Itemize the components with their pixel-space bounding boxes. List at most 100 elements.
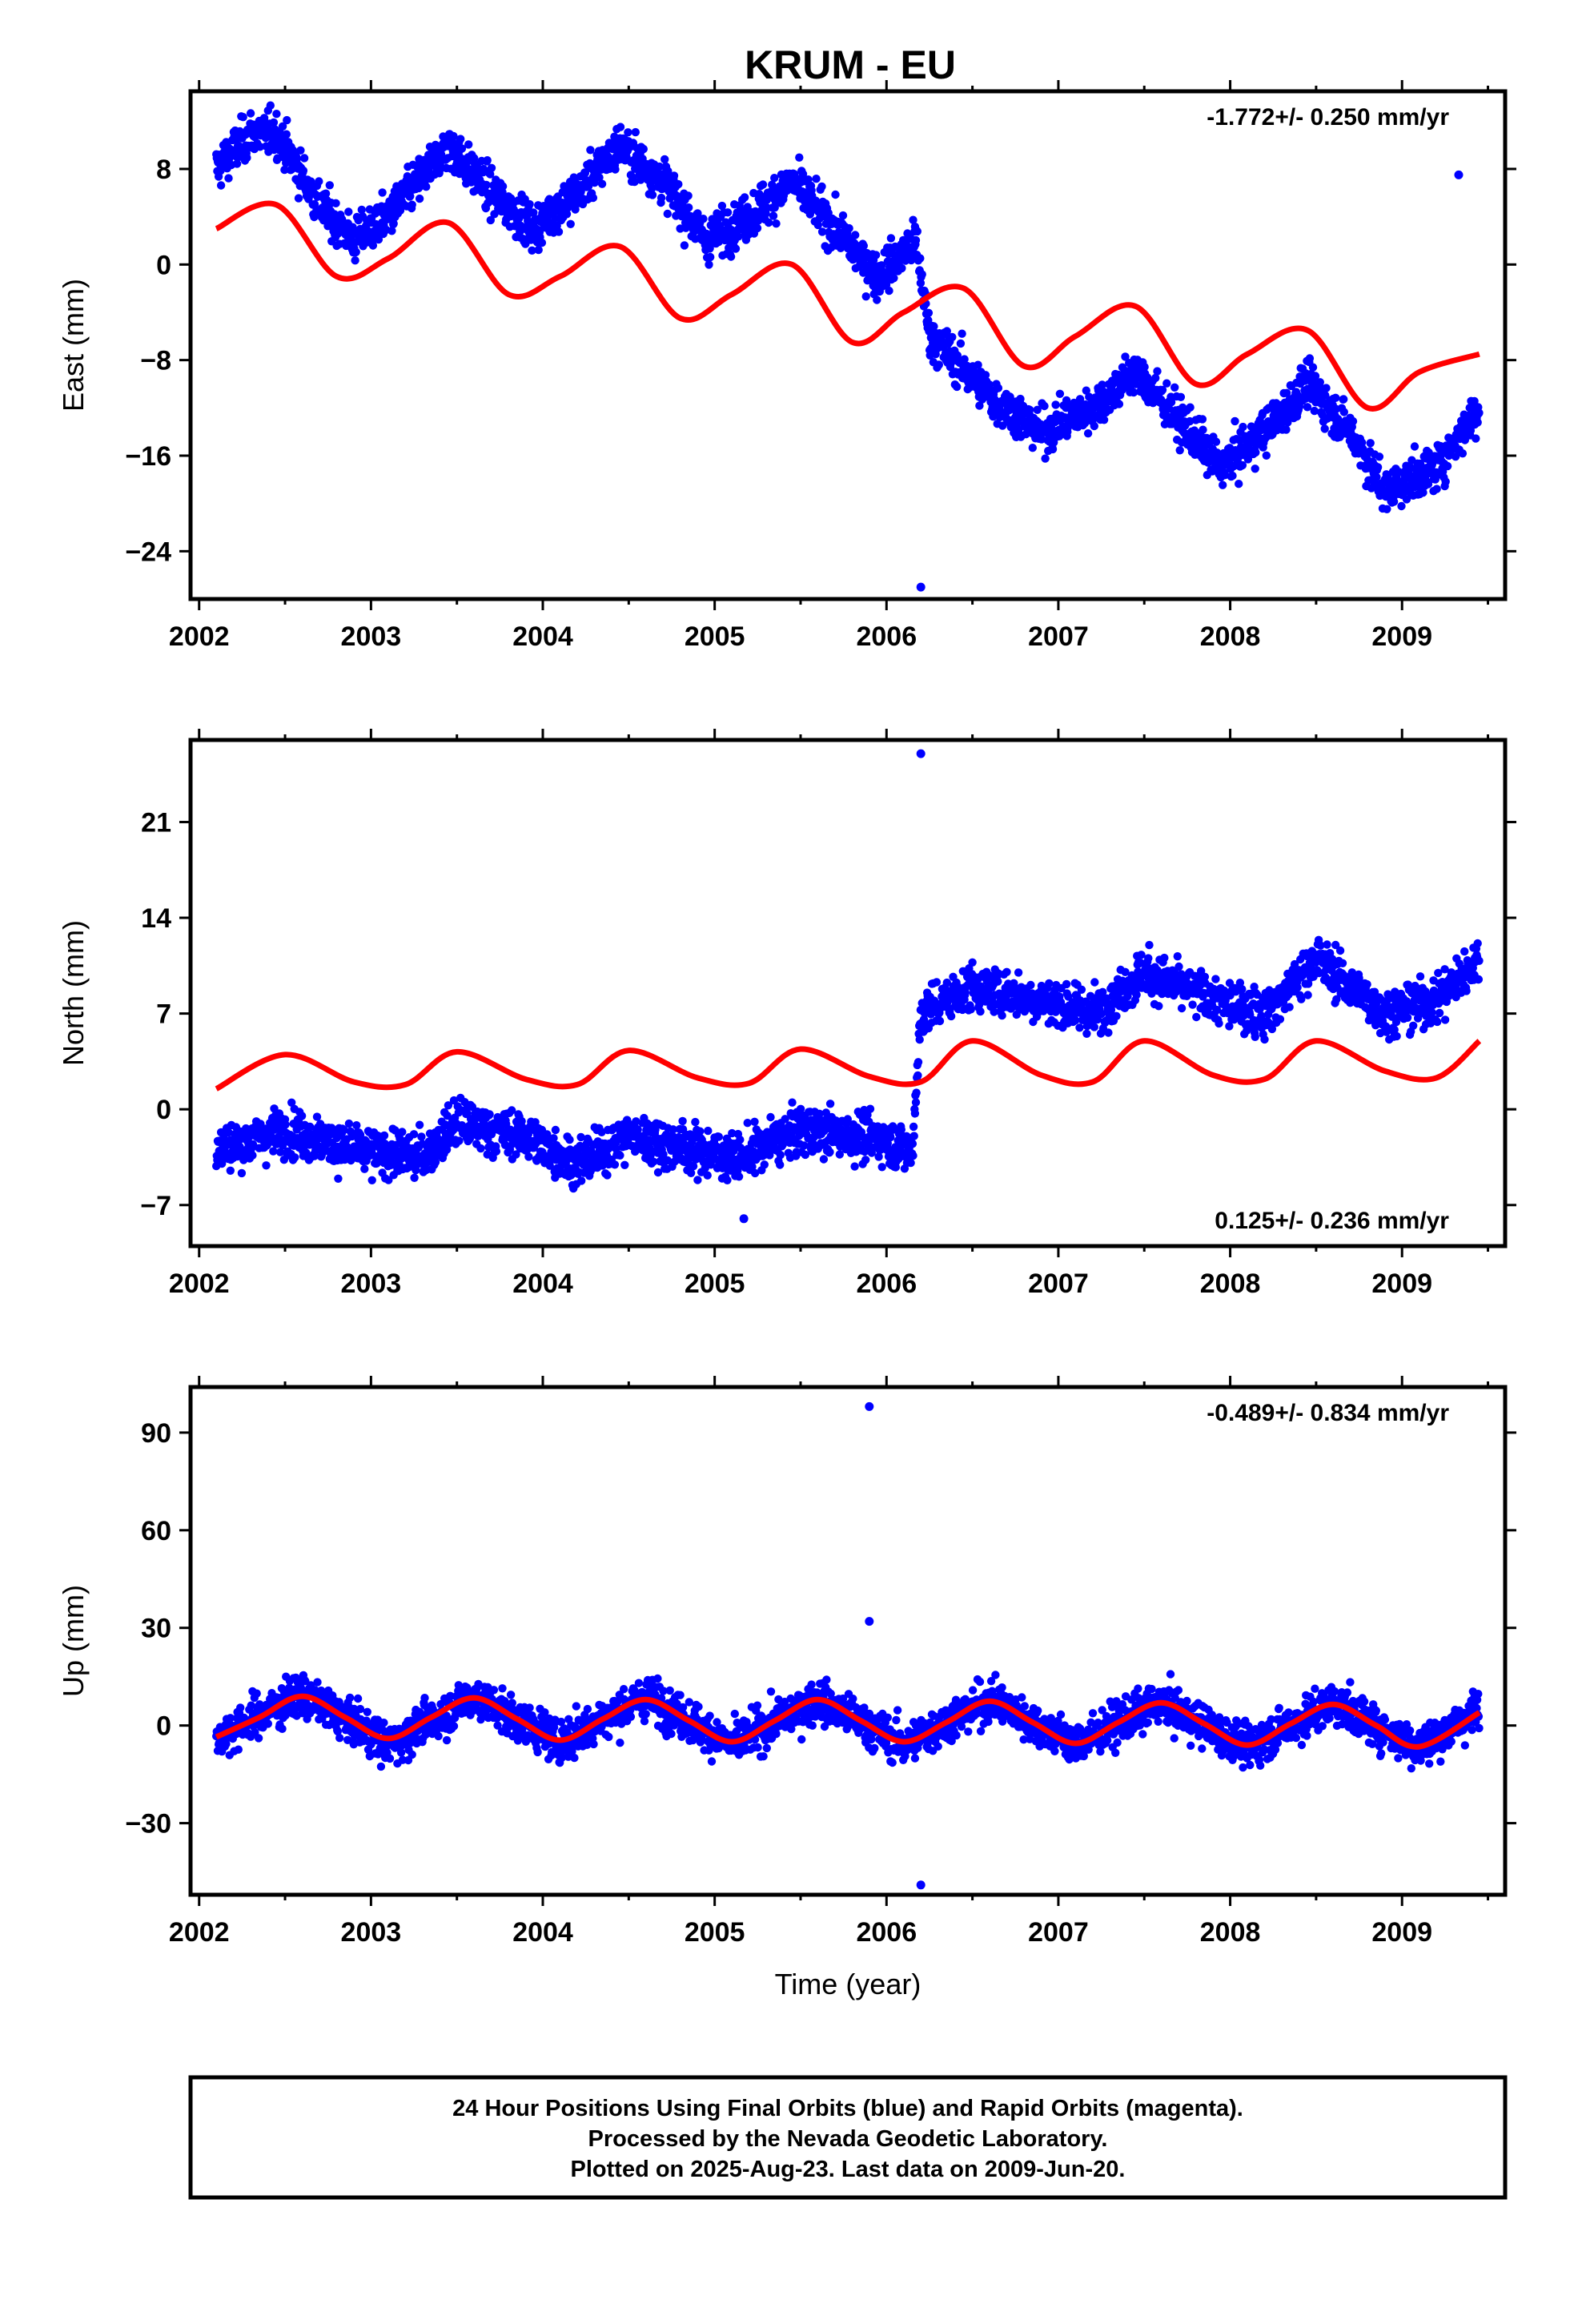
data-point	[269, 118, 279, 127]
data-point	[911, 1098, 921, 1107]
data-point	[942, 327, 952, 336]
data-point	[663, 209, 672, 219]
data-point	[1112, 1011, 1121, 1021]
data-point	[1212, 1005, 1222, 1015]
data-point	[916, 254, 925, 263]
data-point	[443, 1112, 452, 1120]
data-point	[456, 135, 465, 143]
data-point	[889, 1125, 898, 1134]
data-point	[1048, 444, 1058, 454]
y-tick-label: −8	[140, 346, 171, 376]
data-point	[1176, 392, 1186, 401]
data-point	[1160, 953, 1169, 963]
data-point	[873, 296, 881, 304]
data-point	[1235, 979, 1245, 987]
data-point	[1451, 452, 1460, 461]
data-point	[444, 1101, 453, 1110]
data-point	[861, 1156, 870, 1164]
data-point	[1373, 463, 1383, 472]
data-point	[680, 241, 689, 250]
data-point	[476, 1144, 485, 1153]
data-point	[610, 1160, 620, 1169]
data-point	[706, 252, 715, 262]
data-point	[915, 1035, 924, 1044]
data-point	[1140, 363, 1149, 372]
data-point	[1037, 435, 1046, 444]
data-point	[351, 256, 359, 265]
data-point	[831, 190, 840, 199]
data-point	[1251, 448, 1260, 457]
data-point	[374, 235, 383, 244]
data-point	[1228, 471, 1237, 480]
data-point	[877, 261, 886, 270]
data-point	[874, 1152, 883, 1161]
data-point	[734, 232, 743, 241]
data-point	[554, 227, 564, 236]
east-model-curve	[215, 200, 1480, 412]
data-point	[299, 166, 308, 175]
data-point	[1098, 380, 1106, 389]
data-point	[953, 382, 962, 392]
data-point	[321, 189, 331, 198]
data-point	[603, 1171, 612, 1180]
data-point	[282, 130, 291, 139]
data-point	[360, 1164, 369, 1173]
data-point	[985, 380, 994, 389]
data-point	[1174, 962, 1183, 971]
data-point	[1357, 438, 1367, 447]
data-point	[576, 1132, 585, 1142]
data-point	[449, 131, 458, 141]
data-point	[449, 1096, 459, 1105]
east-observed-series	[212, 101, 1484, 592]
data-point	[378, 188, 387, 197]
data-point	[1389, 497, 1399, 506]
data-point	[1026, 980, 1035, 990]
data-point	[753, 223, 762, 233]
data-point	[1192, 1012, 1201, 1022]
data-point	[1055, 389, 1065, 398]
data-point	[994, 977, 1002, 986]
data-point	[562, 210, 572, 219]
data-point	[283, 158, 292, 167]
data-point	[1215, 1019, 1223, 1028]
data-point	[633, 1125, 642, 1134]
data-point	[726, 252, 736, 261]
data-point	[1200, 972, 1210, 982]
data-point	[812, 175, 821, 183]
data-point	[455, 1136, 464, 1145]
data-point	[248, 1151, 257, 1160]
data-point	[611, 165, 620, 174]
data-point	[216, 181, 226, 190]
data-point	[1028, 444, 1038, 452]
data-point	[334, 1174, 343, 1184]
data-point	[278, 122, 287, 131]
data-point	[492, 1147, 501, 1156]
data-point	[294, 194, 303, 203]
data-point	[565, 1136, 574, 1144]
data-point	[312, 1112, 322, 1121]
data-point	[1166, 398, 1176, 407]
data-point	[1198, 415, 1207, 424]
data-point	[1282, 388, 1291, 397]
data-point	[1262, 451, 1271, 460]
data-point	[825, 1148, 834, 1156]
data-point	[1443, 461, 1452, 471]
data-point	[897, 1125, 906, 1134]
data-point	[851, 231, 860, 239]
data-point	[465, 1134, 475, 1144]
data-point	[1267, 1024, 1277, 1034]
data-point	[917, 270, 926, 279]
data-point	[431, 140, 440, 150]
data-point	[877, 1163, 886, 1172]
x-tick-label: 2006	[856, 621, 917, 652]
data-point	[1002, 967, 1011, 977]
data-point	[1016, 394, 1025, 404]
data-point	[1423, 480, 1433, 489]
data-point	[348, 223, 357, 231]
data-point	[344, 1119, 354, 1128]
data-point	[1260, 1035, 1269, 1044]
data-point	[616, 123, 625, 131]
data-point	[1235, 480, 1243, 489]
data-point	[912, 1088, 921, 1097]
data-point	[299, 154, 309, 163]
